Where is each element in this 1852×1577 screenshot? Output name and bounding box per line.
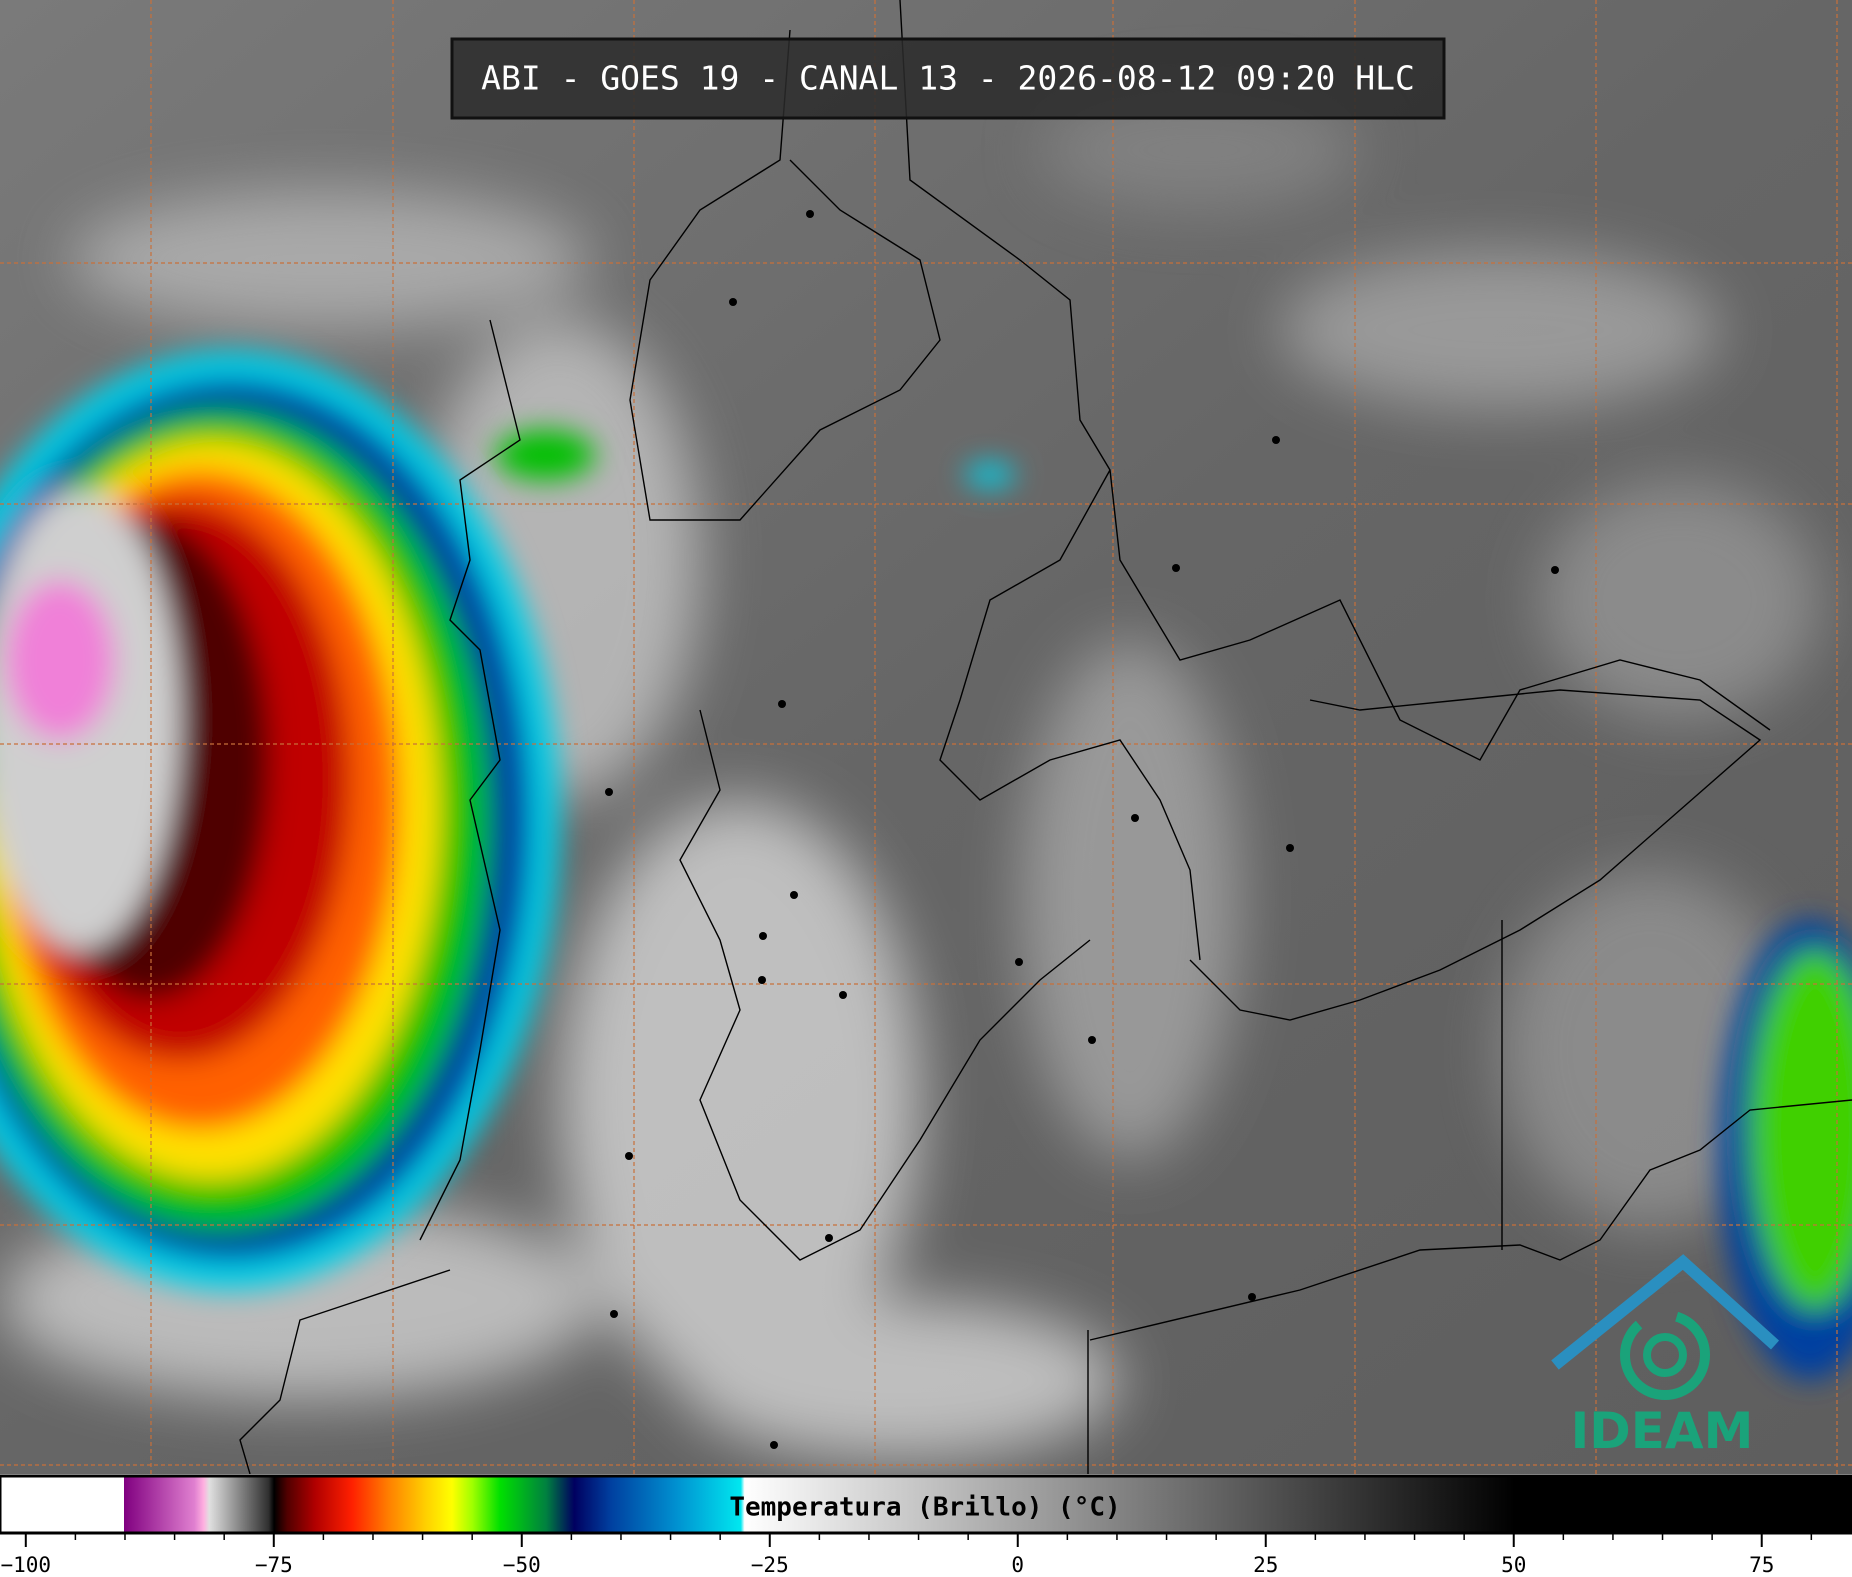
tick-label: 0 [1011, 1553, 1024, 1577]
tick-label: 50 [1501, 1553, 1526, 1577]
tick-label: −50 [503, 1553, 541, 1577]
tick-label: 75 [1749, 1553, 1774, 1577]
tick-label: 25 [1253, 1553, 1278, 1577]
tick-label: −25 [751, 1553, 789, 1577]
tick-label: −75 [255, 1553, 293, 1577]
tick-label: −100 [1, 1553, 52, 1577]
colorbar-label: Temperatura (Brillo) (°C) [729, 1493, 1120, 1523]
title-box [450, 37, 1446, 120]
logo-text: IDEAM [1571, 1402, 1754, 1460]
logo: IDEAM [1551, 1254, 1780, 1460]
borders [239, 0, 1852, 1474]
city-dots [605, 210, 1559, 1449]
satellite-map [0, 0, 1852, 1474]
grid [0, 0, 1852, 1474]
title: ABI - GOES 19 - CANAL 13 - 2026-08-12 09… [481, 59, 1415, 98]
colorbar: Temperatura (Brillo) (°C) [0, 1474, 1852, 1535]
